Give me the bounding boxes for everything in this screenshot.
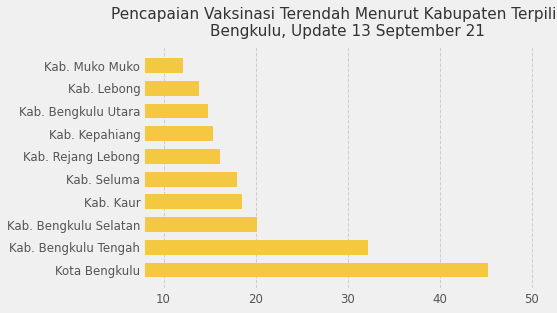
Bar	[71, 240, 368, 254]
Bar	[71, 172, 237, 187]
Bar	[71, 126, 213, 141]
Bar	[71, 194, 242, 209]
Bar	[71, 149, 219, 164]
Title: Pencapaian Vaksinasi Terendah Menurut Kabupaten Terpilih di
Bengkulu, Update 13 : Pencapaian Vaksinasi Terendah Menurut Ka…	[111, 7, 557, 39]
Bar	[71, 217, 257, 232]
Bar	[71, 81, 198, 96]
Bar	[71, 59, 183, 73]
Bar	[71, 263, 488, 277]
Bar	[71, 104, 208, 119]
